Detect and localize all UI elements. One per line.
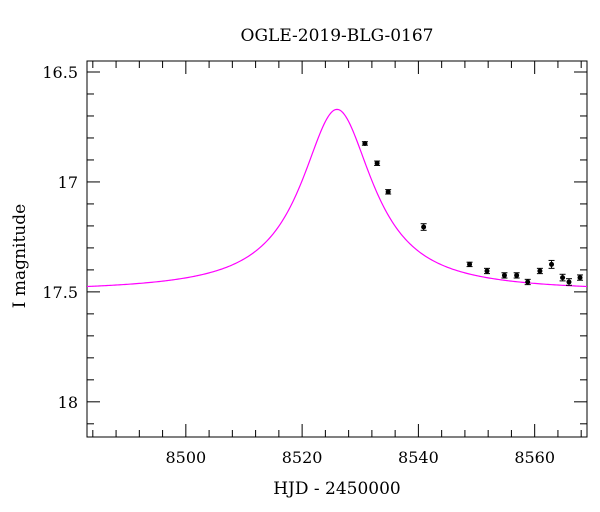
data-point bbox=[549, 261, 555, 267]
x-tick-label: 8520 bbox=[282, 448, 323, 467]
model-curve bbox=[86, 108, 588, 288]
data-point bbox=[514, 272, 520, 278]
x-axis-label: HJD - 2450000 bbox=[273, 479, 401, 499]
model-curve-layer bbox=[86, 108, 588, 288]
axis-ticks: 8500 8520 8540 8560 16.5 17 17.5 18 bbox=[42, 61, 587, 467]
y-axis-label: I magnitude bbox=[10, 204, 30, 308]
data-point bbox=[374, 160, 380, 166]
data-point bbox=[537, 268, 543, 274]
x-tick-label: 8560 bbox=[514, 448, 555, 467]
x-tick-label: 8540 bbox=[398, 448, 439, 467]
plot-frame bbox=[86, 60, 588, 438]
data-points-layer bbox=[361, 140, 584, 286]
data-point bbox=[385, 189, 391, 195]
data-point bbox=[421, 224, 427, 230]
plot-area bbox=[86, 60, 588, 438]
data-point bbox=[577, 275, 583, 281]
chart-title: OGLE-2019-BLG-0167 bbox=[241, 26, 434, 46]
data-point bbox=[467, 261, 473, 267]
data-point bbox=[362, 140, 368, 146]
x-tick-label: 8500 bbox=[165, 448, 206, 467]
data-point bbox=[560, 275, 566, 281]
data-point bbox=[525, 279, 531, 285]
y-tick-label: 17 bbox=[58, 173, 78, 192]
y-tick-label: 16.5 bbox=[42, 63, 78, 82]
data-point bbox=[566, 279, 572, 285]
y-tick-label: 17.5 bbox=[42, 283, 78, 302]
data-point bbox=[501, 272, 507, 278]
data-point bbox=[484, 268, 490, 274]
y-tick-label: 18 bbox=[58, 393, 78, 412]
